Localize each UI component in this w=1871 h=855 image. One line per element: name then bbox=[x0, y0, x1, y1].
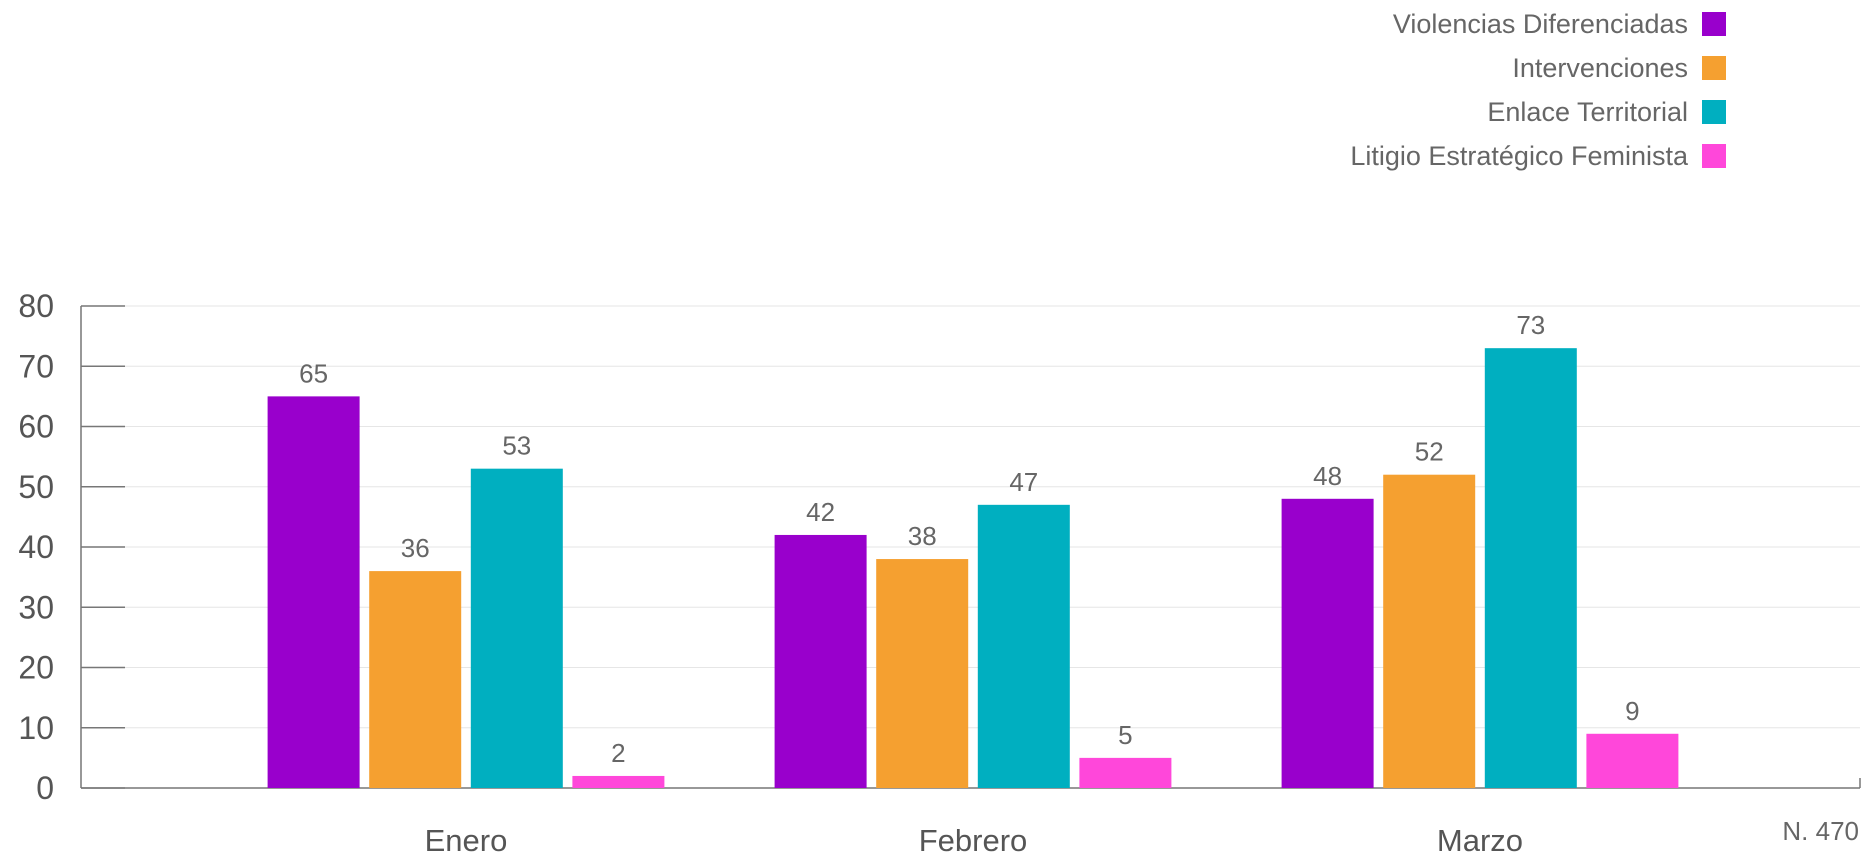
bar bbox=[470, 468, 563, 788]
data-label: 42 bbox=[806, 497, 835, 527]
bar bbox=[267, 396, 360, 788]
legend-label: Intervenciones bbox=[1512, 52, 1688, 83]
x-tick-label: Febrero bbox=[919, 823, 1028, 855]
y-tick-label: 50 bbox=[18, 469, 54, 505]
legend-item-intervenciones: Intervenciones bbox=[1512, 50, 1726, 86]
chart-legend: Violencias Diferenciadas Intervenciones … bbox=[1350, 6, 1726, 174]
legend-swatch bbox=[1702, 56, 1726, 80]
y-tick-label: 20 bbox=[18, 650, 54, 686]
x-tick-label: Enero bbox=[425, 823, 508, 855]
data-label: 47 bbox=[1009, 467, 1038, 497]
bar bbox=[369, 571, 462, 788]
legend-label: Violencias Diferenciadas bbox=[1392, 8, 1688, 39]
data-label: 38 bbox=[908, 521, 937, 551]
legend-item-enlace-territorial: Enlace Territorial bbox=[1487, 94, 1726, 130]
x-tick-label: Marzo bbox=[1437, 823, 1523, 855]
legend-swatch bbox=[1702, 144, 1726, 168]
bar bbox=[1383, 474, 1476, 788]
data-label: 73 bbox=[1516, 310, 1545, 340]
bar bbox=[1484, 348, 1577, 788]
data-label: 5 bbox=[1118, 720, 1132, 750]
bar bbox=[1079, 757, 1172, 788]
bar bbox=[572, 775, 665, 788]
bar bbox=[1281, 498, 1374, 788]
legend-item-violencias-diferenciadas: Violencias Diferenciadas bbox=[1393, 6, 1726, 42]
sample-size-note: N. 470 bbox=[1782, 816, 1859, 846]
bar bbox=[876, 559, 969, 788]
y-tick-label: 40 bbox=[18, 529, 54, 565]
y-tick-label: 0 bbox=[36, 770, 54, 806]
y-tick-label: 80 bbox=[18, 288, 54, 324]
y-tick-label: 60 bbox=[18, 409, 54, 445]
legend-label: Litigio Estratégico Feminista bbox=[1350, 140, 1688, 171]
legend-swatch bbox=[1702, 100, 1726, 124]
data-label: 65 bbox=[299, 358, 328, 388]
y-tick-label: 70 bbox=[18, 348, 54, 384]
data-label: 2 bbox=[611, 738, 625, 768]
data-label: 36 bbox=[401, 533, 430, 563]
data-label: 9 bbox=[1625, 696, 1639, 726]
y-tick-label: 10 bbox=[18, 710, 54, 746]
bar bbox=[1586, 733, 1679, 788]
data-label: 53 bbox=[502, 431, 531, 461]
data-label: 52 bbox=[1415, 437, 1444, 467]
y-tick-label: 30 bbox=[18, 589, 54, 625]
legend-item-litigio-estrategico-feminista: Litigio Estratégico Feminista bbox=[1350, 138, 1726, 174]
legend-label: Enlace Territorial bbox=[1487, 96, 1688, 127]
data-label: 48 bbox=[1313, 461, 1342, 491]
bar bbox=[977, 504, 1070, 788]
legend-swatch bbox=[1702, 12, 1726, 36]
bar bbox=[774, 534, 867, 788]
